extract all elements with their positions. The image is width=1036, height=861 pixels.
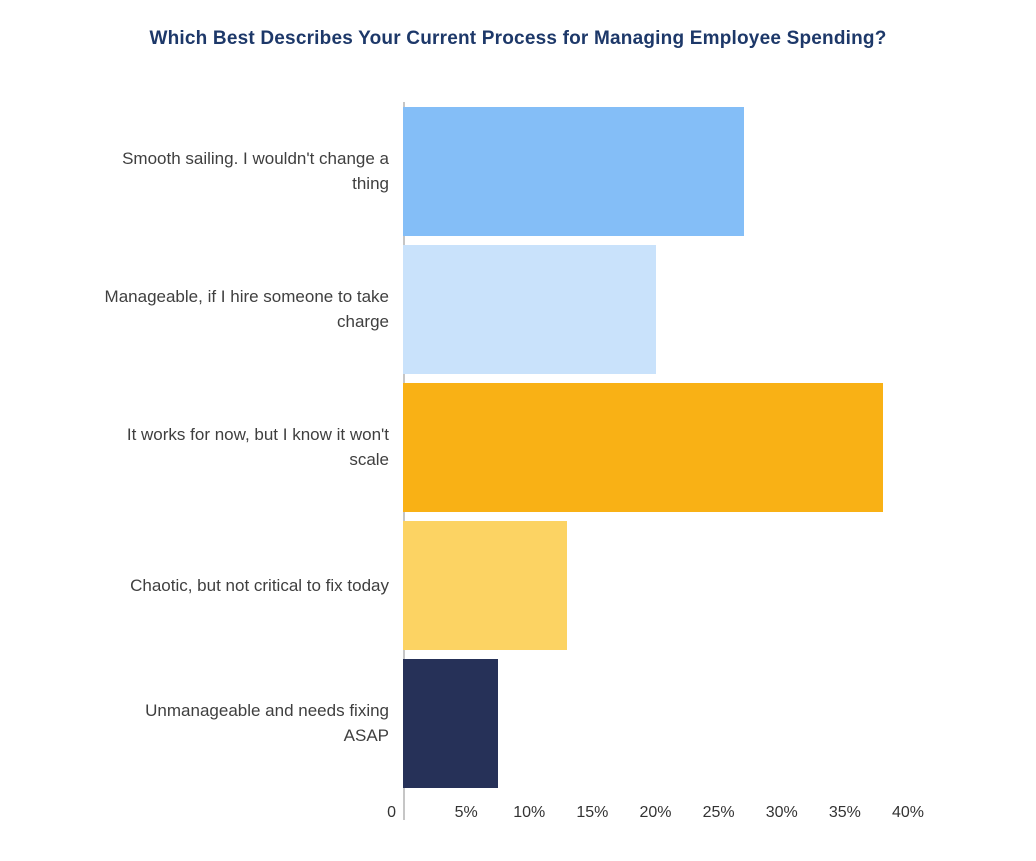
category-label: It works for now, but I know it won't sc… (126, 425, 389, 469)
bar (403, 244, 656, 374)
x-axis-spacer (0, 792, 403, 834)
bar (403, 520, 568, 650)
x-tick-label: 25% (702, 804, 735, 821)
x-tick-label: 10% (513, 804, 546, 821)
bar-chart: Smooth sailing. I wouldn't change a thin… (0, 102, 1036, 834)
bar (403, 658, 498, 788)
bar-row: It works for now, but I know it won't sc… (0, 378, 1036, 516)
category-label: Chaotic, but not critical to fix today (130, 575, 389, 595)
x-tick-label: 0 (387, 804, 396, 821)
x-tick-label: 15% (576, 804, 609, 821)
bar-track (403, 658, 908, 788)
x-tick-label: 20% (639, 804, 672, 821)
category-label: Unmanageable and needs fixing ASAP (145, 701, 389, 745)
bar-row: Manageable, if I hire someone to take ch… (0, 240, 1036, 378)
bar (403, 106, 744, 236)
category-label: Smooth sailing. I wouldn't change a thin… (122, 149, 389, 193)
bar (403, 382, 883, 512)
bar-row: Unmanageable and needs fixing ASAP (0, 654, 1036, 792)
bar-track (403, 106, 908, 236)
bar-row: Smooth sailing. I wouldn't change a thin… (0, 102, 1036, 240)
x-axis: 0 5% 10% 15% 20% 25% 30% 35% 40% (0, 792, 1036, 834)
x-tick-label: 40% (891, 804, 925, 821)
bar-row: Chaotic, but not critical to fix today (0, 516, 1036, 654)
bar-track (403, 382, 908, 512)
x-axis-ticks: 0 5% 10% 15% 20% 25% 30% 35% 40% (387, 792, 924, 834)
chart-title: Which Best Describes Your Current Proces… (149, 28, 887, 49)
x-tick-label: 30% (765, 804, 798, 821)
x-tick-label: 35% (828, 804, 861, 821)
x-tick-label: 5% (454, 804, 478, 821)
bar-track (403, 520, 908, 650)
category-label: Manageable, if I hire someone to take ch… (104, 287, 389, 331)
bar-track (403, 244, 908, 374)
